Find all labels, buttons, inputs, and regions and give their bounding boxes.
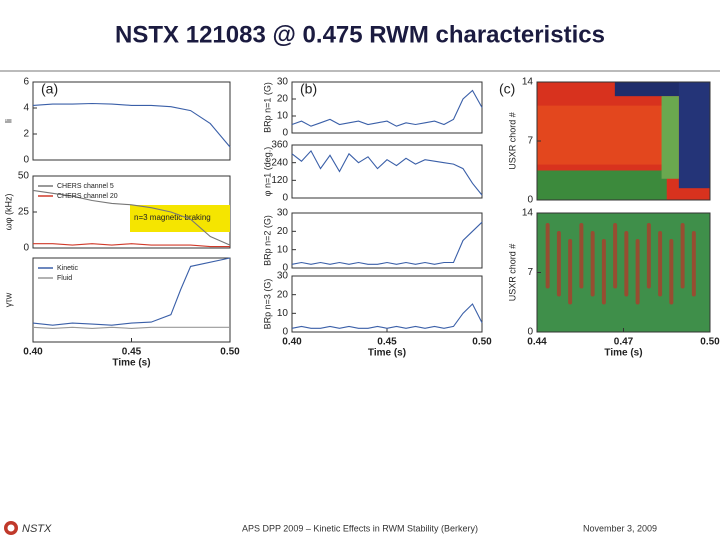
data-line <box>32 189 231 246</box>
y-tick-label: 240 <box>271 157 288 168</box>
plot-frame <box>32 81 231 161</box>
y-tick-label: 0 <box>23 155 29 166</box>
y-tick-label: 7 <box>527 267 533 278</box>
y-axis-title: γτw <box>3 292 13 307</box>
y-tick-label: 0 <box>282 327 288 338</box>
y-tick-label: 0 <box>282 128 288 139</box>
annotation-box <box>130 205 230 232</box>
x-tick-label: 0.50 <box>472 337 492 348</box>
heatmap-streak <box>613 223 618 289</box>
heatmap-streak <box>545 223 550 289</box>
data-line <box>291 221 483 265</box>
y-axis-title: BRp n=3 (G) <box>262 279 272 330</box>
y-tick-label: 7 <box>527 136 533 147</box>
y-tick-label: 50 <box>18 171 30 182</box>
data-line <box>32 102 231 148</box>
data-line <box>291 89 483 127</box>
slide-title: NSTX 121083 @ 0.475 RWM characteristics <box>115 21 605 48</box>
y-axis-title: BRp n=2 (G) <box>262 215 272 266</box>
y-axis-title: ωφ (kHz) <box>3 194 13 231</box>
y-tick-label: 20 <box>277 94 289 105</box>
data-line <box>33 243 230 248</box>
x-axis-title: Time (s) <box>368 348 406 359</box>
heatmap-streak <box>590 231 595 297</box>
y-axis-title: USXR chord # <box>507 244 517 302</box>
footer-date: November 3, 2009 <box>583 523 657 533</box>
y-axis-title: BRp n=1 (G) <box>262 82 272 133</box>
y-tick-label: 120 <box>271 175 288 186</box>
x-axis-title: Time (s) <box>604 348 642 359</box>
y-tick-label: 20 <box>277 226 289 237</box>
y-tick-label: 30 <box>277 208 289 219</box>
legend-label: Kinetic <box>57 265 79 272</box>
y-tick-label: 10 <box>277 244 289 255</box>
heatmap-streak <box>556 231 561 297</box>
heatmap-streak <box>624 231 629 297</box>
y-tick-label: 10 <box>277 308 289 319</box>
data-line <box>32 326 230 329</box>
y-tick-label: 4 <box>23 103 29 114</box>
y-tick-label: 25 <box>18 207 30 218</box>
heatmap-streak <box>635 239 640 305</box>
heatmap-band <box>537 105 676 165</box>
heatmap-streak <box>691 231 696 297</box>
heatmap-band <box>537 170 667 200</box>
panel-label: (c) <box>499 81 515 97</box>
footer-center: APS DPP 2009 – Kinetic Effects in RWM St… <box>242 523 478 533</box>
heatmap-band <box>678 82 710 189</box>
x-tick-label: 0.50 <box>220 347 240 358</box>
heatmap-streak <box>680 223 685 289</box>
footer-logo: NSTX <box>22 523 52 535</box>
x-tick-label: 0.44 <box>527 337 547 348</box>
y-tick-label: 14 <box>522 208 534 219</box>
legend-label: Fluid <box>57 275 72 282</box>
x-tick-label: 0.47 <box>614 337 634 348</box>
y-tick-label: 0 <box>23 243 29 254</box>
x-tick-label: 0.45 <box>377 337 397 348</box>
y-tick-label: 0 <box>282 193 288 204</box>
x-tick-label: 0.40 <box>23 347 43 358</box>
heatmap-streak <box>646 223 651 289</box>
y-tick-label: 30 <box>277 77 289 88</box>
legend-label: CHERS channel 5 <box>57 183 114 190</box>
heatmap-streak <box>568 239 573 305</box>
data-line <box>291 149 483 196</box>
x-axis-title: Time (s) <box>112 358 150 369</box>
y-tick-label: 14 <box>522 77 534 88</box>
x-tick-label: 0.50 <box>700 337 720 348</box>
panel-label: (a) <box>41 81 58 97</box>
y-tick-label: 2 <box>23 129 29 140</box>
y-axis-title: φ n=1 (deg.) <box>262 147 272 197</box>
panel-label: (b) <box>300 81 317 97</box>
y-axis-title: USXR chord # <box>507 112 517 170</box>
heatmap-streak <box>601 239 606 305</box>
plot-frame <box>291 144 483 199</box>
y-axis-title: li <box>3 119 13 123</box>
heatmap-streak <box>669 239 674 305</box>
logo-icon-center <box>7 524 15 532</box>
plot-frame <box>291 275 483 333</box>
y-tick-label: 0 <box>527 327 533 338</box>
y-tick-label: 10 <box>277 111 289 122</box>
x-tick-label: 0.45 <box>122 347 142 358</box>
annotation: n=3 magnetic braking <box>134 213 211 222</box>
plot-frame <box>291 81 483 134</box>
y-tick-label: 360 <box>271 140 288 151</box>
legend-label: CHERS channel 20 <box>57 193 118 200</box>
data-line <box>32 257 231 326</box>
plot-frame <box>291 212 483 269</box>
y-tick-label: 6 <box>23 77 29 88</box>
y-tick-label: 0 <box>527 195 533 206</box>
heatmap-streak <box>658 231 663 297</box>
y-tick-label: 0 <box>282 263 288 274</box>
heatmap-band <box>661 96 679 179</box>
y-tick-label: 30 <box>277 271 289 282</box>
data-line <box>291 303 483 329</box>
x-tick-label: 0.40 <box>282 337 302 348</box>
heatmap-streak <box>579 223 584 289</box>
y-tick-label: 20 <box>277 289 289 300</box>
